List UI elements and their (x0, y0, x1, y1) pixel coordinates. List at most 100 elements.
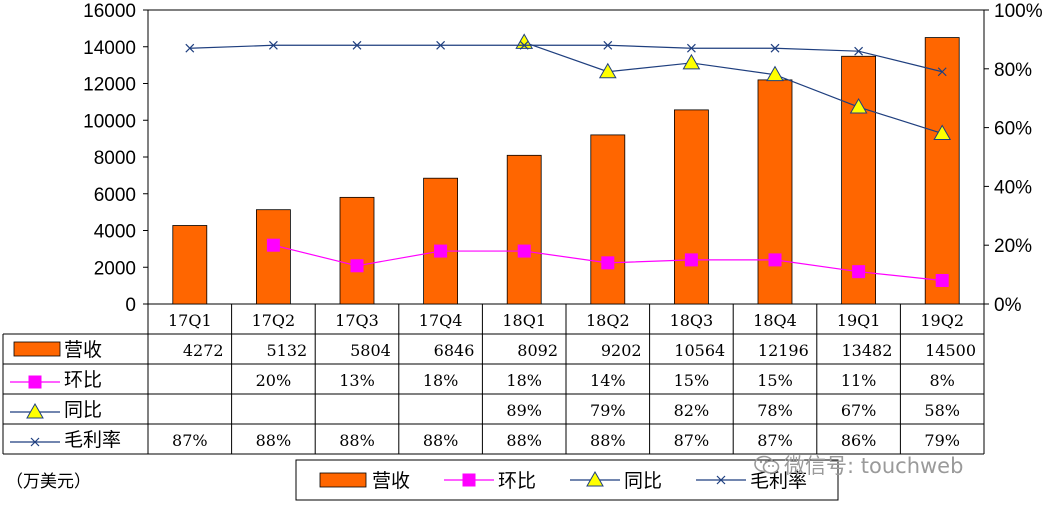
table-key-marker-环比 (28, 375, 42, 389)
table-key-营收 (13, 341, 61, 357)
point-毛利率-19Q2 (937, 67, 947, 77)
bar-17Q2 (255, 209, 291, 305)
bar-18Q1 (506, 154, 542, 305)
data-label: 88% (256, 431, 292, 450)
data-label: 14% (590, 371, 626, 390)
category-label: 17Q1 (168, 311, 212, 330)
series-line-毛利率 (189, 44, 943, 73)
data-label: 5804 (350, 341, 391, 360)
point-环比-18Q1 (517, 244, 531, 258)
point-环比-19Q1 (852, 265, 866, 279)
data-label: 14500 (925, 341, 976, 360)
data-label: 88% (339, 431, 375, 450)
y-left-tick-label: 4000 (94, 222, 136, 243)
y-left-tick-label: 2000 (94, 258, 136, 279)
data-label: 15% (674, 371, 710, 390)
category-label: 18Q1 (502, 311, 546, 330)
point-毛利率-18Q2 (603, 40, 613, 50)
legend-label: 营收 (372, 470, 410, 492)
y-left-tick-label: 12000 (83, 75, 136, 96)
bar-18Q3 (674, 109, 709, 305)
point-毛利率-18Q4 (770, 43, 780, 53)
data-label: 15% (757, 371, 793, 390)
data-label: 12196 (758, 341, 809, 360)
data-label: 20% (256, 371, 292, 390)
data-label: 4272 (183, 341, 224, 360)
table-key-marker-毛利率 (30, 437, 40, 447)
watermark: 微信号: touchweb (754, 450, 963, 480)
data-label: 79% (924, 431, 960, 450)
point-环比-18Q2 (601, 256, 615, 270)
data-label: 10564 (674, 341, 725, 360)
point-环比-17Q3 (350, 259, 364, 273)
table-key-marker-同比 (26, 402, 44, 419)
y-right-tick-label: 80% (994, 60, 1032, 81)
y-left-tick-label: 10000 (83, 111, 136, 132)
data-label: 8092 (517, 341, 558, 360)
data-label: 13482 (841, 341, 892, 360)
data-label: 87% (674, 431, 710, 450)
y-left-tick-label: 14000 (83, 38, 136, 59)
data-label: 88% (506, 431, 542, 450)
bar-17Q4 (423, 177, 459, 305)
series-line-同比 (524, 41, 943, 135)
data-label: 5132 (266, 341, 307, 360)
data-label: 6846 (434, 341, 475, 360)
y-left-tick-label: 0 (125, 295, 136, 316)
data-label: 88% (423, 431, 459, 450)
legend-key-marker-毛利率 (716, 475, 726, 485)
legend-label: 同比 (624, 470, 662, 492)
data-label: 9202 (601, 341, 642, 360)
data-label: 78% (757, 401, 793, 420)
point-环比-17Q4 (434, 244, 448, 258)
data-label: 79% (590, 401, 626, 420)
legend-label: 环比 (498, 470, 536, 492)
data-label: 18% (423, 371, 459, 390)
point-毛利率-18Q1 (519, 40, 529, 50)
point-同比-18Q1 (515, 33, 534, 49)
y-right-tick-label: 100% (994, 1, 1043, 22)
data-label: 67% (841, 401, 877, 420)
y-right-tick-label: 20% (994, 236, 1032, 257)
point-毛利率-17Q1 (185, 43, 195, 53)
legend-key-marker-同比 (586, 470, 604, 487)
category-label: 18Q3 (670, 311, 714, 330)
y-right-tick-label: 60% (994, 119, 1032, 140)
category-label: 19Q2 (920, 311, 964, 330)
y-left-tick-label: 6000 (94, 185, 136, 206)
bar-19Q2 (924, 37, 960, 305)
point-同比-18Q2 (598, 62, 617, 79)
category-label: 19Q1 (837, 311, 881, 330)
data-label: 87% (172, 431, 208, 450)
y-right-tick-label: 0% (994, 295, 1022, 316)
legend (295, 459, 839, 501)
bar-17Q1 (172, 225, 208, 305)
point-环比-18Q3 (684, 253, 698, 267)
bar-18Q2 (590, 134, 626, 305)
point-毛利率-17Q2 (268, 40, 278, 50)
watermark-text: 微信号: touchweb (784, 454, 964, 478)
table-row-header: 营收 (64, 339, 102, 361)
legend-key-marker-环比 (462, 473, 476, 487)
data-label: 87% (757, 431, 793, 450)
category-label: 17Q4 (419, 311, 463, 330)
legend-key-营收 (319, 472, 367, 488)
table-row-header: 同比 (64, 399, 102, 421)
point-环比-18Q4 (768, 253, 782, 267)
point-毛利率-19Q1 (854, 46, 864, 56)
point-同比-19Q2 (933, 124, 952, 140)
data-label: 8% (930, 371, 955, 390)
data-label: 58% (924, 401, 960, 420)
data-label: 11% (841, 371, 877, 390)
unit-label: （万美元） (6, 472, 91, 492)
bar-19Q1 (841, 55, 876, 305)
table-row-header: 毛利率 (64, 429, 121, 451)
table-row-header: 环比 (64, 369, 102, 391)
category-label: 18Q4 (753, 311, 797, 330)
legend-label: 毛利率 (750, 470, 807, 492)
y-right-tick-label: 40% (994, 177, 1032, 198)
y-left-tick-label: 8000 (94, 148, 136, 169)
point-环比-19Q2 (935, 273, 949, 287)
category-label: 18Q2 (586, 311, 630, 330)
